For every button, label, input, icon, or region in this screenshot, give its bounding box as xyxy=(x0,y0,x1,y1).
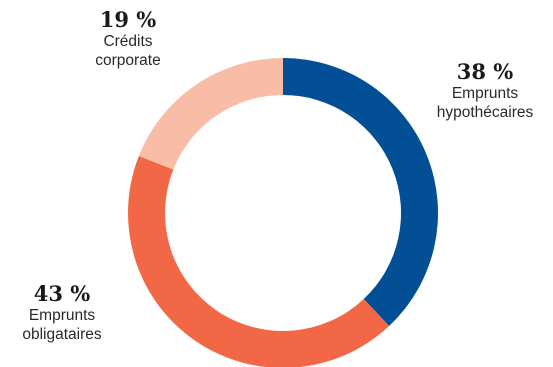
slice-label-hypothecaires: 38 % Emprunts hypothécaires xyxy=(420,60,550,122)
category-label: Crédits xyxy=(103,33,153,50)
category-label: Emprunts xyxy=(451,85,519,102)
category-label: corporate xyxy=(95,52,161,69)
slice-label-corporate: 19 % Crédits corporate xyxy=(78,8,178,70)
category-label: hypothécaires xyxy=(436,104,534,121)
category-label: Emprunts xyxy=(28,307,96,324)
donut-slice-0 xyxy=(283,58,439,326)
value-label: 43 % xyxy=(33,281,91,306)
value-label: 38 % xyxy=(456,59,514,84)
slice-label-obligataires: 43 % Emprunts obligataires xyxy=(6,282,118,344)
category-label: obligataires xyxy=(22,326,102,343)
value-label: 19 % xyxy=(99,7,157,32)
donut-slice-1 xyxy=(128,155,390,367)
donut-slice-2 xyxy=(138,58,283,170)
